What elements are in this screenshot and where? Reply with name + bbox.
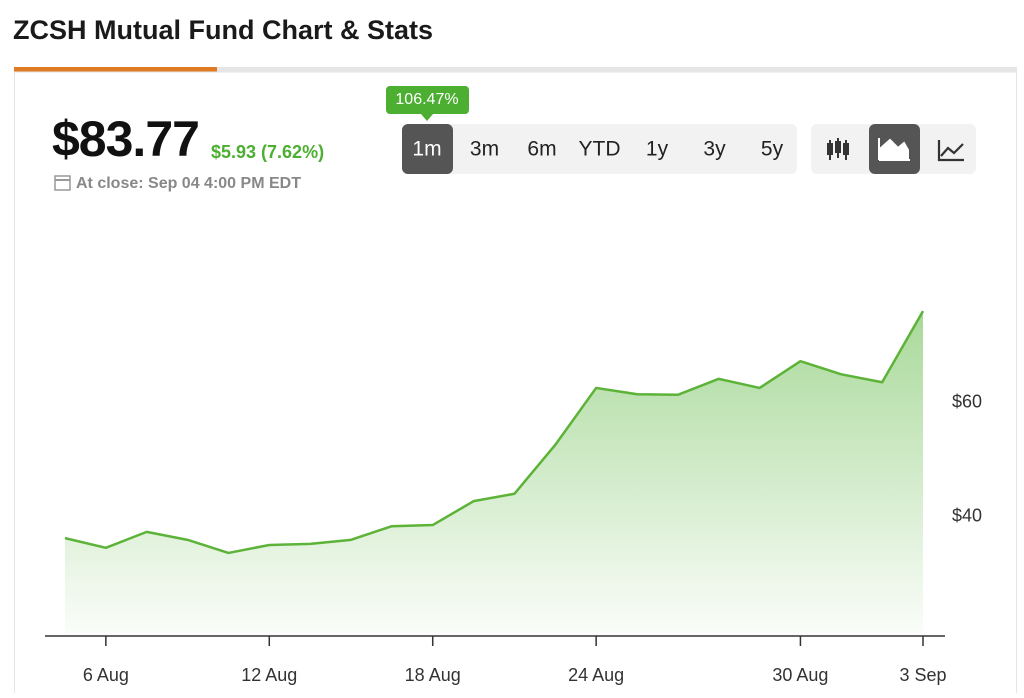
card — [14, 71, 1017, 698]
tab-track — [14, 67, 1017, 72]
calendar-icon — [54, 175, 71, 191]
line — [64, 310, 925, 555]
range-group — [402, 124, 797, 174]
x-tick-label: 30 Aug — [772, 665, 828, 685]
range-button[interactable]: 1m — [412, 138, 441, 161]
y-tick-label: $40 — [952, 505, 982, 525]
range-button[interactable]: 3m — [470, 138, 499, 161]
range-button[interactable]: 5y — [761, 138, 784, 161]
range-button[interactable]: YTD — [579, 138, 621, 161]
range-button[interactable]: 3y — [703, 138, 726, 161]
range-button[interactable]: 6m — [527, 138, 556, 161]
page-title: ZCSH Mutual Fund Chart & Stats — [13, 15, 433, 45]
x-tick-label: 18 Aug — [405, 665, 461, 685]
price-change: $5.93 (7.62%) — [211, 142, 324, 162]
range-button[interactable]: 1y — [646, 138, 669, 161]
y-tick-label: $60 — [952, 391, 982, 411]
area — [65, 311, 923, 636]
price: $83.77 — [52, 111, 199, 167]
close-note: At close: Sep 04 4:00 PM EDT — [76, 175, 301, 192]
line-icon[interactable] — [937, 140, 964, 162]
x-tick-label: 6 Aug — [83, 665, 129, 685]
tooltip-text: 106.47% — [395, 91, 458, 108]
tooltip — [386, 86, 469, 114]
x-tick-label: 24 Aug — [568, 665, 624, 685]
candle-icon[interactable] — [827, 138, 849, 160]
tooltip-arrow — [421, 114, 433, 121]
tab-active — [14, 67, 217, 72]
range-active — [402, 124, 453, 174]
x-tick-label: 3 Sep — [899, 665, 946, 685]
area-icon — [878, 138, 910, 161]
x-tick-label: 12 Aug — [241, 665, 297, 685]
